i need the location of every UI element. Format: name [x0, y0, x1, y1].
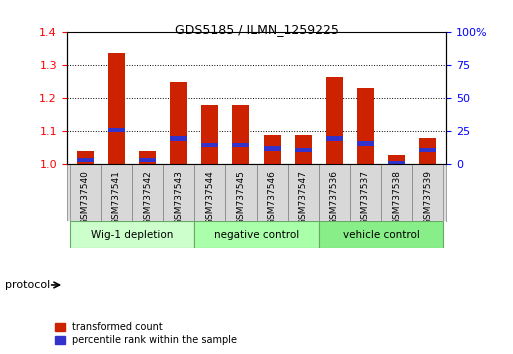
Bar	[264, 135, 281, 165]
Legend: transformed count, percentile rank within the sample: transformed count, percentile rank withi…	[51, 319, 241, 349]
Bar	[77, 151, 94, 165]
FancyBboxPatch shape	[194, 165, 225, 221]
Bar	[139, 151, 156, 165]
Text: GSM737546: GSM737546	[268, 170, 277, 225]
FancyBboxPatch shape	[381, 165, 412, 221]
Text: GSM737537: GSM737537	[361, 170, 370, 225]
Bar	[294, 135, 312, 165]
FancyBboxPatch shape	[350, 165, 381, 221]
Bar	[139, 158, 156, 162]
Bar	[419, 148, 436, 152]
Bar	[170, 81, 187, 165]
FancyBboxPatch shape	[412, 165, 443, 221]
Bar	[264, 146, 281, 150]
Text: GSM737541: GSM737541	[112, 170, 121, 225]
Bar	[326, 136, 343, 141]
Bar	[357, 141, 374, 145]
Text: GSM737540: GSM737540	[81, 170, 90, 225]
FancyBboxPatch shape	[256, 165, 288, 221]
Text: GDS5185 / ILMN_1259225: GDS5185 / ILMN_1259225	[174, 23, 339, 36]
Bar	[170, 136, 187, 141]
Bar	[357, 88, 374, 165]
FancyBboxPatch shape	[288, 165, 319, 221]
Text: GSM737536: GSM737536	[330, 170, 339, 225]
FancyBboxPatch shape	[194, 221, 319, 248]
Text: GSM737543: GSM737543	[174, 170, 183, 225]
FancyBboxPatch shape	[163, 165, 194, 221]
Bar	[294, 148, 312, 152]
Bar	[232, 105, 249, 165]
Text: GSM737538: GSM737538	[392, 170, 401, 225]
Bar	[388, 161, 405, 165]
Text: GSM737544: GSM737544	[205, 170, 214, 225]
FancyBboxPatch shape	[70, 221, 194, 248]
Bar	[419, 138, 436, 165]
Text: Wig-1 depletion: Wig-1 depletion	[91, 229, 173, 240]
Bar	[108, 128, 125, 132]
Text: protocol: protocol	[5, 280, 50, 290]
FancyBboxPatch shape	[101, 165, 132, 221]
Bar	[201, 143, 219, 147]
Bar	[108, 53, 125, 165]
Text: negative control: negative control	[214, 229, 299, 240]
Text: GSM737545: GSM737545	[236, 170, 245, 225]
Bar	[201, 105, 219, 165]
FancyBboxPatch shape	[70, 165, 101, 221]
FancyBboxPatch shape	[319, 221, 443, 248]
FancyBboxPatch shape	[225, 165, 256, 221]
Text: GSM737542: GSM737542	[143, 170, 152, 225]
Bar	[326, 76, 343, 165]
Text: GSM737539: GSM737539	[423, 170, 432, 225]
Bar	[388, 154, 405, 165]
Bar	[232, 143, 249, 147]
Text: vehicle control: vehicle control	[343, 229, 420, 240]
Text: GSM737547: GSM737547	[299, 170, 308, 225]
FancyBboxPatch shape	[319, 165, 350, 221]
Bar	[77, 158, 94, 162]
FancyBboxPatch shape	[132, 165, 163, 221]
